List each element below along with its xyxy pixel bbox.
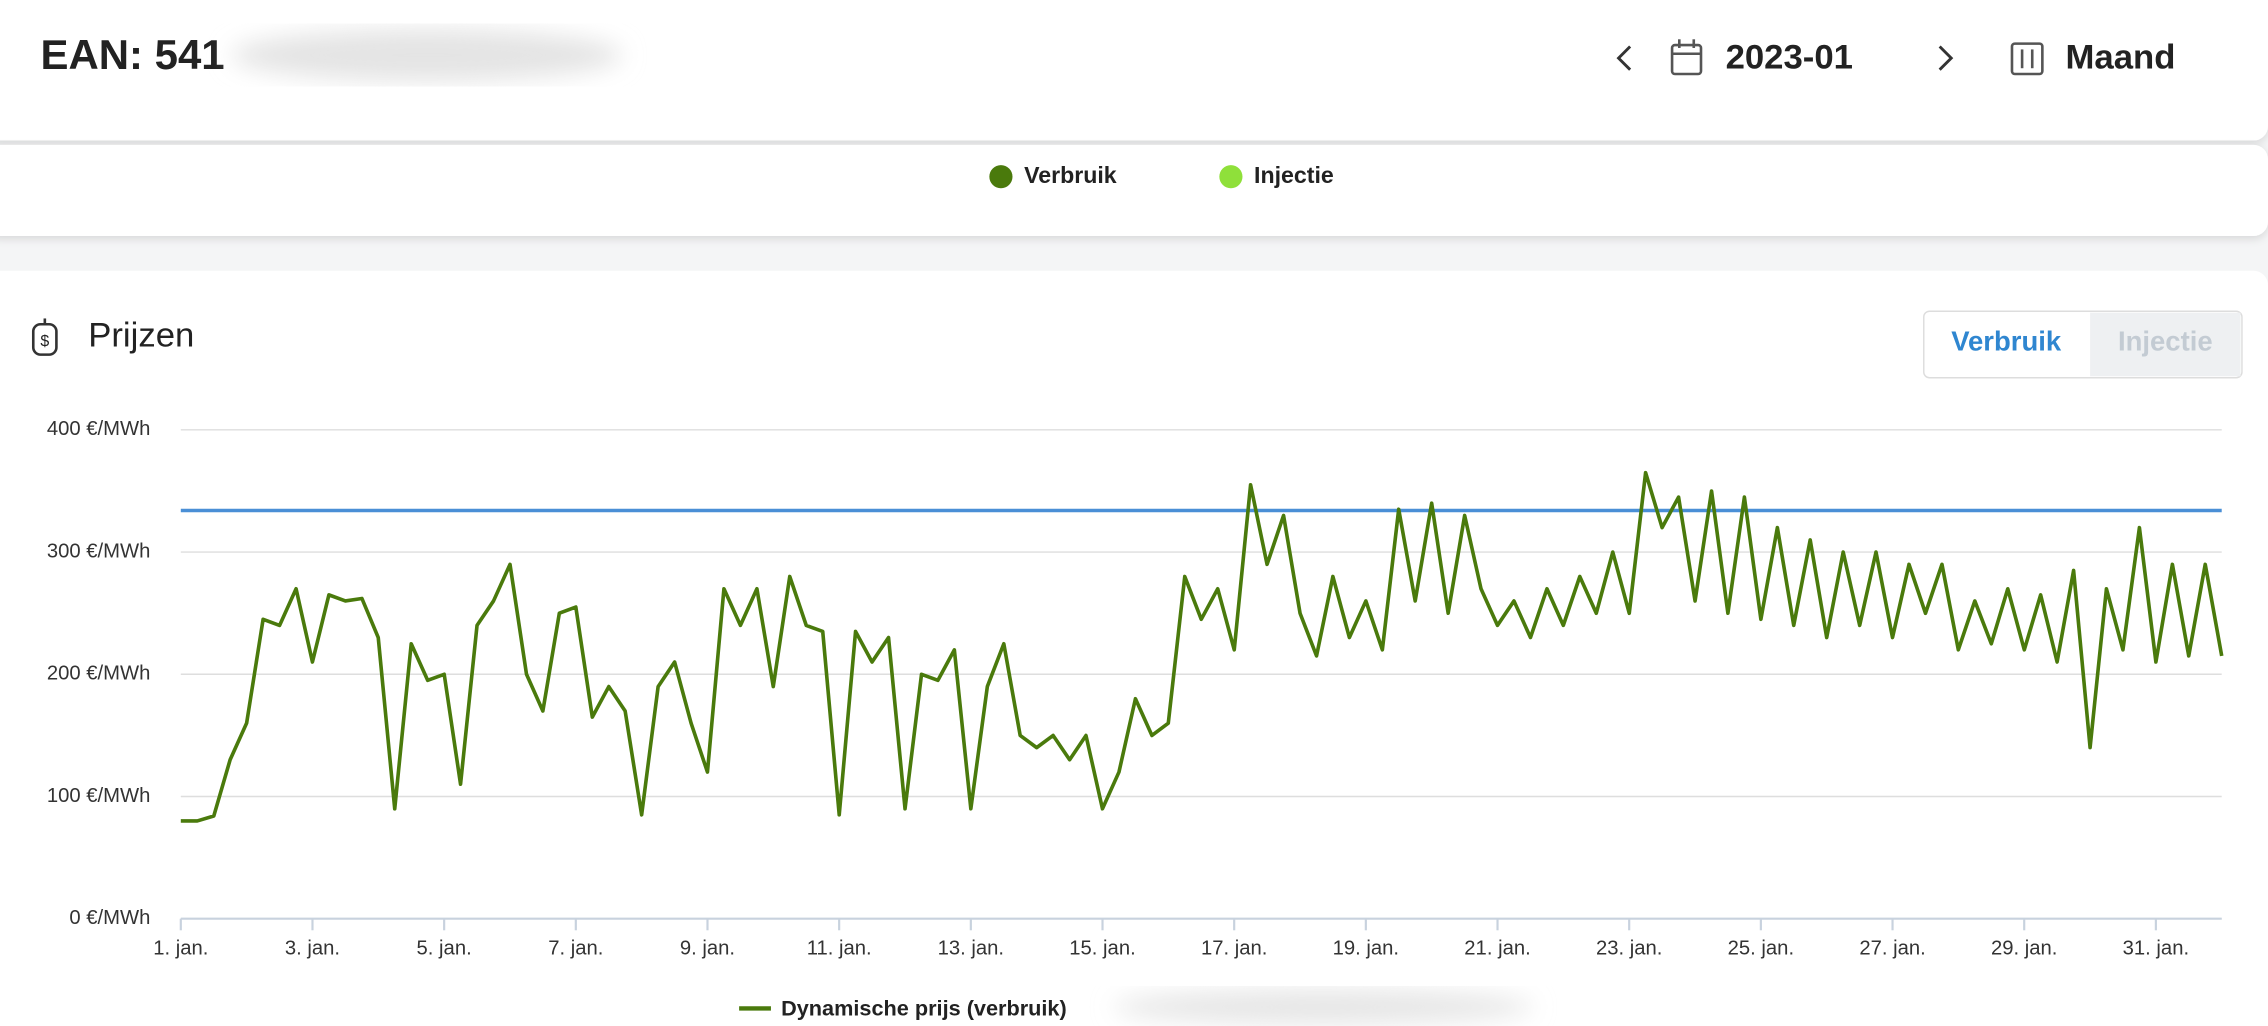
next-button[interactable] xyxy=(1938,45,1954,71)
x-tick-label: 21. jan. xyxy=(1464,937,1530,959)
x-tick-label: 19. jan. xyxy=(1333,937,1399,959)
tab-inactive-bg xyxy=(2090,312,2241,377)
y-tick-label: 400 €/MWh xyxy=(47,418,151,440)
x-tick-label: 15. jan. xyxy=(1069,937,1135,959)
legend-dot xyxy=(989,165,1013,189)
x-tick-label: 27. jan. xyxy=(1859,937,1925,959)
tab-injectie[interactable]: Injectie xyxy=(2118,325,2213,356)
y-tick-label: 100 €/MWh xyxy=(47,785,151,807)
blurred-legend xyxy=(1113,989,1534,1025)
legend-card xyxy=(0,144,2268,237)
x-tick-label: 3. jan. xyxy=(285,937,340,959)
x-tick-label: 5. jan. xyxy=(417,937,472,959)
legend-label: Verbruik xyxy=(1024,162,1117,188)
x-tick-label: 13. jan. xyxy=(938,937,1004,959)
price-line xyxy=(180,470,2224,823)
x-tick-label: 7. jan. xyxy=(548,937,603,959)
dollar: $ xyxy=(40,333,49,350)
legend-label: Dynamische prijs (verbruik) xyxy=(781,996,1067,1021)
x-tick-label: 25. jan. xyxy=(1728,937,1794,959)
ean: EAN: 541 xyxy=(41,31,225,78)
x-tick-label: 23. jan. xyxy=(1596,937,1662,959)
panel-card xyxy=(0,270,2268,1026)
view[interactable]: Maand xyxy=(2066,39,2176,77)
y-tick-label: 0 €/MWh xyxy=(69,907,150,929)
period[interactable]: 2023-01 xyxy=(1726,39,1853,77)
x-tick-label: 11. jan. xyxy=(807,937,872,959)
prices-icon xyxy=(31,318,58,356)
calendar-icon[interactable] xyxy=(1670,39,1703,76)
y-tick-label: 300 €/MWh xyxy=(47,540,151,562)
view-icon[interactable] xyxy=(2010,42,2044,76)
legend-dot xyxy=(1219,165,1243,189)
y-tick-label: 200 €/MWh xyxy=(47,663,151,685)
blurred-ean xyxy=(231,29,622,82)
tab-verbruik[interactable]: Verbruik xyxy=(1951,325,2062,356)
header-card xyxy=(0,0,2268,141)
x-tick-label: 1. jan. xyxy=(153,937,208,959)
x-tick-label: 9. jan. xyxy=(680,937,735,959)
panel-title: Prijzen xyxy=(88,316,194,354)
x-tick-label: 29. jan. xyxy=(1991,937,2057,959)
x-tick-label: 31. jan. xyxy=(2123,937,2189,959)
prev-button[interactable] xyxy=(1616,45,1632,71)
x-tick-label: 17. jan. xyxy=(1201,937,1267,959)
legend-label: Injectie xyxy=(1254,162,1334,188)
